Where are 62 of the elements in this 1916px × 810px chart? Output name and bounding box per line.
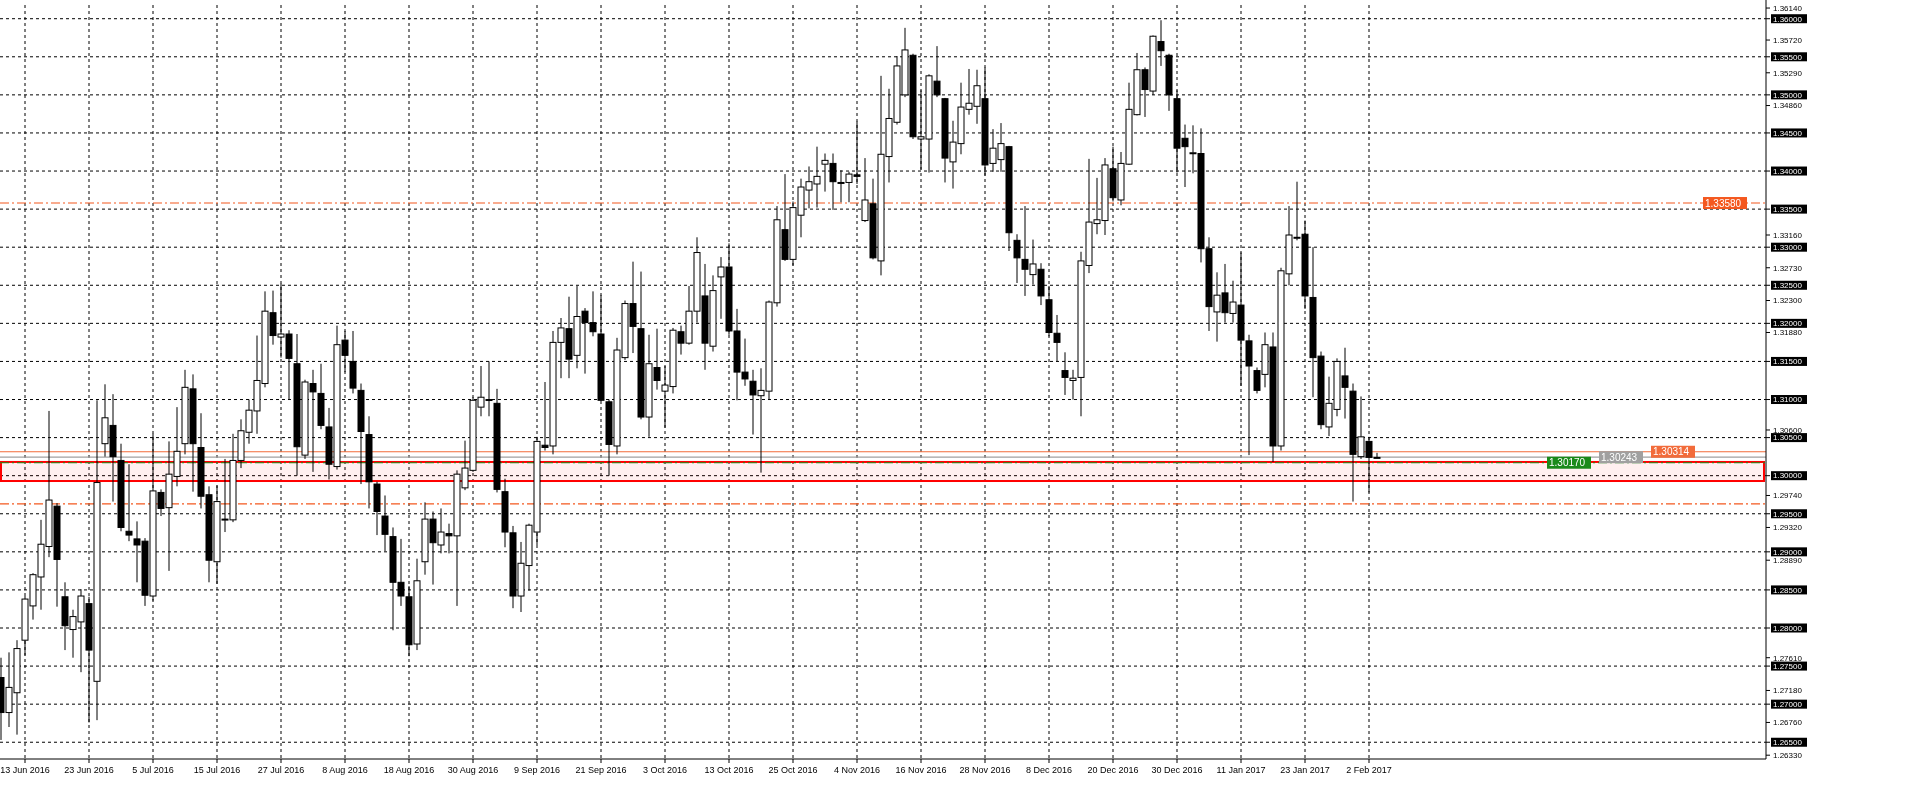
x-tick-label: 23 Jun 2016 (64, 765, 114, 775)
y-tick-label: 1.32300 (1773, 296, 1803, 306)
y-tick-label: 1.36140 (1773, 3, 1803, 13)
y-tick-label: 1.30000 (1773, 471, 1803, 481)
y-tick-label: 1.27610 (1773, 653, 1803, 663)
ref-line-label: 1.30170 (1549, 457, 1586, 469)
x-tick-label: 27 Jul 2016 (257, 765, 305, 775)
ref-line-label: 1.33580 (1705, 197, 1742, 209)
y-tick-label: 1.35290 (1773, 68, 1803, 78)
y-tick-label: 1.27180 (1773, 686, 1803, 696)
y-tick-label: 1.35720 (1773, 35, 1803, 45)
y-tick-label: 1.33160 (1773, 230, 1803, 240)
y-tick-label: 1.30500 (1773, 433, 1803, 443)
x-tick-label: 11 Jan 2017 (1216, 765, 1266, 775)
y-tick-label: 1.29320 (1773, 523, 1803, 533)
y-tick-label: 1.33000 (1773, 242, 1803, 252)
y-tick-label: 1.32730 (1773, 263, 1803, 273)
x-tick-label: 15 Jul 2016 (193, 765, 241, 775)
x-tick-label: 8 Dec 2016 (1025, 765, 1073, 775)
y-tick-label: 1.30600 (1773, 425, 1803, 435)
y-tick-label: 1.26330 (1773, 750, 1803, 760)
x-tick-label: 20 Dec 2016 (1087, 765, 1139, 775)
x-tick-label: 4 Nov 2016 (833, 765, 881, 775)
y-tick-label: 1.35000 (1773, 90, 1803, 100)
x-tick-label: 13 Jun 2016 (0, 765, 50, 775)
ref-line-label: 1.30243 (1601, 451, 1638, 463)
y-tick-label: 1.31000 (1773, 395, 1803, 405)
y-tick-label: 1.34000 (1773, 166, 1803, 176)
x-tick-label: 28 Nov 2016 (959, 765, 1011, 775)
x-tick-label: 3 Oct 2016 (642, 765, 688, 775)
y-tick-label: 1.29000 (1773, 547, 1803, 557)
x-tick-label: 30 Dec 2016 (1151, 765, 1203, 775)
y-tick-label: 1.28000 (1773, 623, 1803, 633)
x-tick-label: 30 Aug 2016 (447, 765, 499, 775)
x-tick-label: 8 Aug 2016 (322, 765, 368, 775)
y-tick-label: 1.32000 (1773, 319, 1803, 329)
x-tick-label: 16 Nov 2016 (895, 765, 947, 775)
x-tick-label: 5 Jul 2016 (132, 765, 174, 775)
y-tick-label: 1.33500 (1773, 204, 1803, 214)
y-tick-label: 1.32500 (1773, 281, 1803, 291)
x-tick-label: 23 Jan 2017 (1280, 765, 1330, 775)
x-tick-label: 25 Oct 2016 (768, 765, 818, 775)
y-tick-label: 1.36000 (1773, 14, 1803, 24)
x-tick-label: 21 Sep 2016 (575, 765, 627, 775)
y-tick-label: 1.35500 (1773, 52, 1803, 62)
x-tick-label: 13 Oct 2016 (704, 765, 754, 775)
y-tick-label: 1.26760 (1773, 718, 1803, 728)
ref-line-label: 1.30314 (1653, 446, 1690, 458)
y-tick-label: 1.28500 (1773, 585, 1803, 595)
y-tick-label: 1.27000 (1773, 699, 1803, 709)
y-tick-label: 1.27500 (1773, 661, 1803, 671)
x-tick-label: 18 Aug 2016 (383, 765, 435, 775)
x-tick-label: 9 Sep 2016 (513, 765, 561, 775)
y-tick-label: 1.29500 (1773, 509, 1803, 519)
y-tick-label: 1.28890 (1773, 556, 1803, 566)
y-tick-label: 1.34500 (1773, 128, 1803, 138)
y-tick-label: 1.26500 (1773, 738, 1803, 748)
y-tick-label: 1.29740 (1773, 491, 1803, 501)
y-tick-label: 1.34860 (1773, 101, 1803, 111)
y-tick-label: 1.31880 (1773, 328, 1803, 338)
y-tick-label: 1.31500 (1773, 357, 1803, 367)
x-tick-label: 2 Feb 2017 (1346, 765, 1392, 775)
